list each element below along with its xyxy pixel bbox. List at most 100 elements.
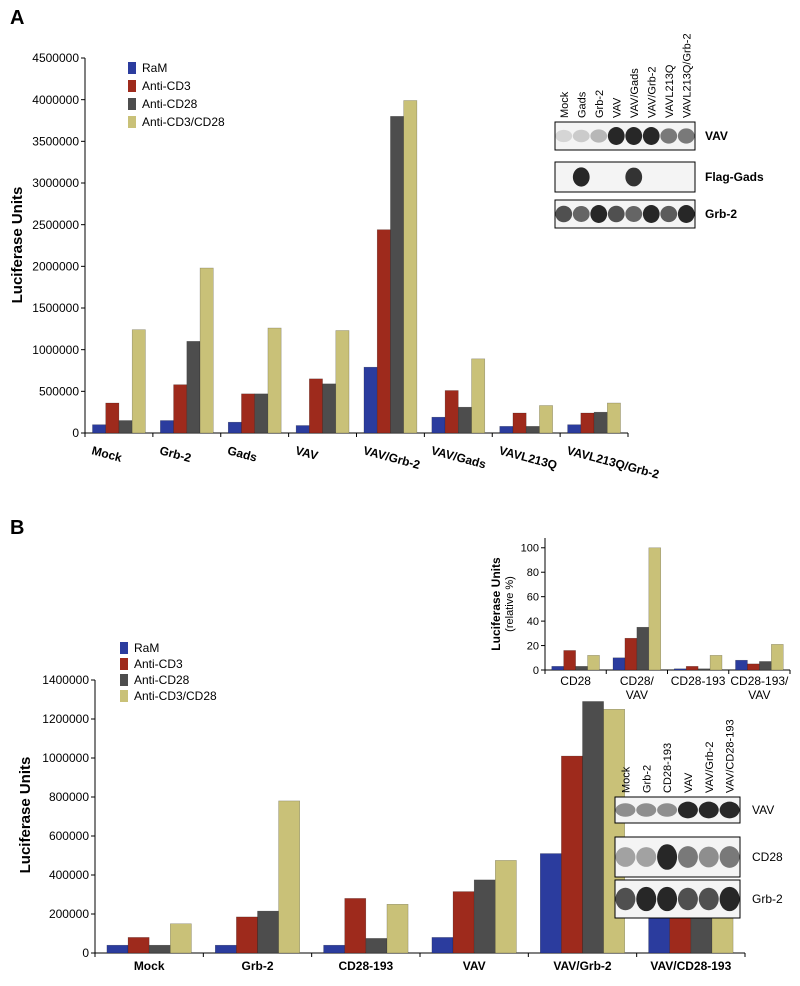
blot-band bbox=[615, 847, 636, 867]
bar bbox=[323, 944, 345, 954]
blot-band bbox=[698, 846, 719, 868]
bar bbox=[563, 650, 576, 671]
bar bbox=[612, 657, 626, 671]
lane-label: VAVL213Q/Grb-2 bbox=[681, 33, 693, 118]
blot-band bbox=[719, 886, 740, 912]
blot-band bbox=[590, 205, 608, 223]
y-tick-label: 1000000 bbox=[32, 343, 79, 357]
blot-band bbox=[677, 887, 698, 911]
panel-label: B bbox=[10, 517, 24, 539]
bar bbox=[344, 898, 367, 954]
blot-row-label: Flag-Gads bbox=[705, 170, 764, 184]
bar bbox=[131, 329, 146, 434]
y-axis-label: Luciferase Units bbox=[9, 187, 26, 304]
blot-band bbox=[572, 129, 590, 143]
x-tick-label: Gads bbox=[226, 443, 259, 464]
y-tick-label: 40 bbox=[527, 616, 539, 628]
bar bbox=[160, 420, 174, 434]
bar bbox=[267, 327, 282, 434]
lane-label: VAV/Grb-2 bbox=[646, 66, 658, 118]
blot-row-label: Grb-2 bbox=[705, 207, 737, 221]
y-axis-label: Luciferase Units bbox=[489, 557, 503, 651]
y-tick-label: 0 bbox=[82, 946, 89, 960]
bar bbox=[458, 406, 472, 434]
x-tick-label: Mock bbox=[90, 443, 124, 465]
blot-frame bbox=[614, 879, 741, 919]
legend-swatch bbox=[120, 690, 128, 702]
bar bbox=[431, 416, 446, 434]
x-tick-label: CD28-193/VAV bbox=[730, 674, 789, 702]
bar bbox=[551, 666, 564, 671]
blot-band bbox=[636, 847, 657, 867]
blot-band bbox=[657, 803, 678, 817]
bar bbox=[561, 755, 583, 954]
blot-row-label: Grb-2 bbox=[752, 892, 783, 906]
bar bbox=[295, 425, 310, 434]
y-tick-label: 400000 bbox=[49, 868, 89, 882]
bar bbox=[567, 424, 582, 434]
bar bbox=[499, 426, 514, 434]
y-tick-label: 1000000 bbox=[42, 751, 89, 765]
bar bbox=[170, 923, 192, 954]
blot-band bbox=[590, 129, 608, 143]
bar bbox=[539, 405, 553, 434]
bar bbox=[444, 390, 459, 434]
x-tick-label: CD28-193 bbox=[671, 674, 726, 688]
legend-label: Anti-CD28 bbox=[142, 97, 198, 111]
blot-band bbox=[660, 128, 678, 144]
lane-label: VAV bbox=[683, 772, 695, 793]
x-tick-label: VAVL213Q bbox=[497, 443, 558, 472]
lane-label: VAV bbox=[611, 97, 623, 118]
blot-band bbox=[660, 205, 678, 223]
x-tick-label: Grb-2 bbox=[241, 959, 273, 973]
y-axis-label: Luciferase Units bbox=[17, 757, 34, 874]
blot-band bbox=[719, 801, 740, 819]
bar bbox=[127, 937, 150, 954]
bar bbox=[607, 402, 621, 434]
legend-swatch bbox=[128, 116, 136, 128]
bar bbox=[365, 938, 388, 954]
blot-row-label: VAV bbox=[752, 803, 774, 817]
blot-band bbox=[698, 801, 719, 819]
bar bbox=[335, 330, 350, 434]
x-tick-label: CD28/VAV bbox=[620, 674, 655, 702]
lane-label: Mock bbox=[620, 766, 632, 793]
bar bbox=[236, 916, 258, 954]
lane-label: Mock bbox=[559, 91, 571, 118]
blot-band bbox=[555, 205, 573, 223]
bar bbox=[386, 904, 409, 954]
legend-label: RaM bbox=[142, 61, 167, 75]
panel-label: A bbox=[10, 7, 24, 29]
bar bbox=[403, 100, 418, 434]
x-tick-label: VAV/Grb-2 bbox=[553, 959, 612, 973]
bar bbox=[575, 666, 588, 671]
x-tick-label: VAV bbox=[294, 443, 320, 462]
bar bbox=[106, 944, 129, 954]
lane-label: VAVL213Q bbox=[664, 64, 676, 118]
y-tick-label: 3000000 bbox=[32, 176, 79, 190]
y-tick-label: 80 bbox=[527, 567, 539, 579]
y-tick-label: 1400000 bbox=[42, 673, 89, 687]
bar bbox=[376, 229, 391, 434]
bar bbox=[759, 661, 772, 671]
bar bbox=[309, 378, 323, 434]
blot-band bbox=[625, 206, 643, 222]
bar bbox=[495, 860, 517, 954]
bar bbox=[587, 655, 600, 671]
blot-band bbox=[642, 205, 660, 223]
bar bbox=[105, 402, 120, 434]
lane-label: CD28-193 bbox=[662, 743, 674, 793]
y-tick-label: 4500000 bbox=[32, 51, 79, 65]
y-tick-label: 4000000 bbox=[32, 93, 79, 107]
bar bbox=[390, 116, 404, 434]
lane-label: Grb-2 bbox=[594, 90, 606, 118]
x-tick-label: CD28-193 bbox=[338, 959, 393, 973]
bar bbox=[673, 668, 687, 671]
x-tick-label: VAV/Grb-2 bbox=[362, 443, 422, 472]
blot-band bbox=[607, 205, 625, 223]
blot-band bbox=[642, 127, 660, 145]
lane-label: Gads bbox=[576, 91, 588, 118]
bar bbox=[525, 426, 540, 434]
blot-band bbox=[636, 886, 657, 912]
